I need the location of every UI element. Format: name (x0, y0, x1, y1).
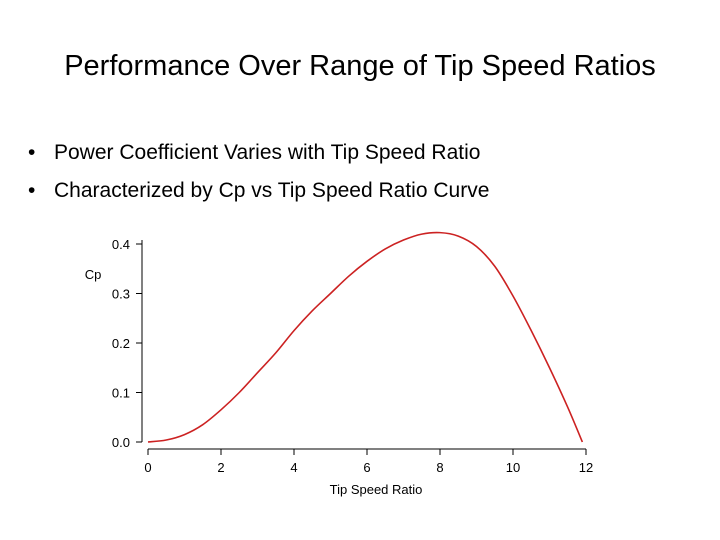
bullet-item: • Characterized by Cp vs Tip Speed Ratio … (28, 176, 489, 214)
bullet-dot-icon: • (28, 141, 36, 164)
y-tick-label: 0.3 (112, 287, 130, 302)
bullet-dot-icon: • (28, 179, 36, 202)
x-tick-label: 2 (217, 460, 224, 475)
x-tick-label: 8 (436, 460, 443, 475)
bullet-text: Power Coefficient Varies with Tip Speed … (54, 141, 481, 164)
x-tick-label: 4 (290, 460, 297, 475)
x-tick-label: 6 (363, 460, 370, 475)
slide-title: Performance Over Range of Tip Speed Rati… (64, 50, 656, 82)
y-tick-label: 0.2 (112, 336, 130, 351)
y-tick-label: 0.1 (112, 386, 130, 401)
x-tick-label: 12 (579, 460, 593, 475)
bullet-text: Characterized by Cp vs Tip Speed Ratio C… (54, 179, 490, 202)
bullet-list: • Power Coefficient Varies with Tip Speed… (28, 138, 489, 214)
cp-curve-line (147, 231, 584, 443)
x-axis-label: Tip Speed Ratio (330, 482, 423, 497)
x-tick-label: 0 (144, 460, 151, 475)
bullet-item: • Power Coefficient Varies with Tip Speed… (28, 138, 489, 176)
y-tick-label: 0.0 (112, 435, 130, 450)
y-tick-label: 0.4 (112, 237, 130, 252)
y-axis-label: Cp (85, 267, 102, 282)
x-tick-label: 10 (506, 460, 520, 475)
